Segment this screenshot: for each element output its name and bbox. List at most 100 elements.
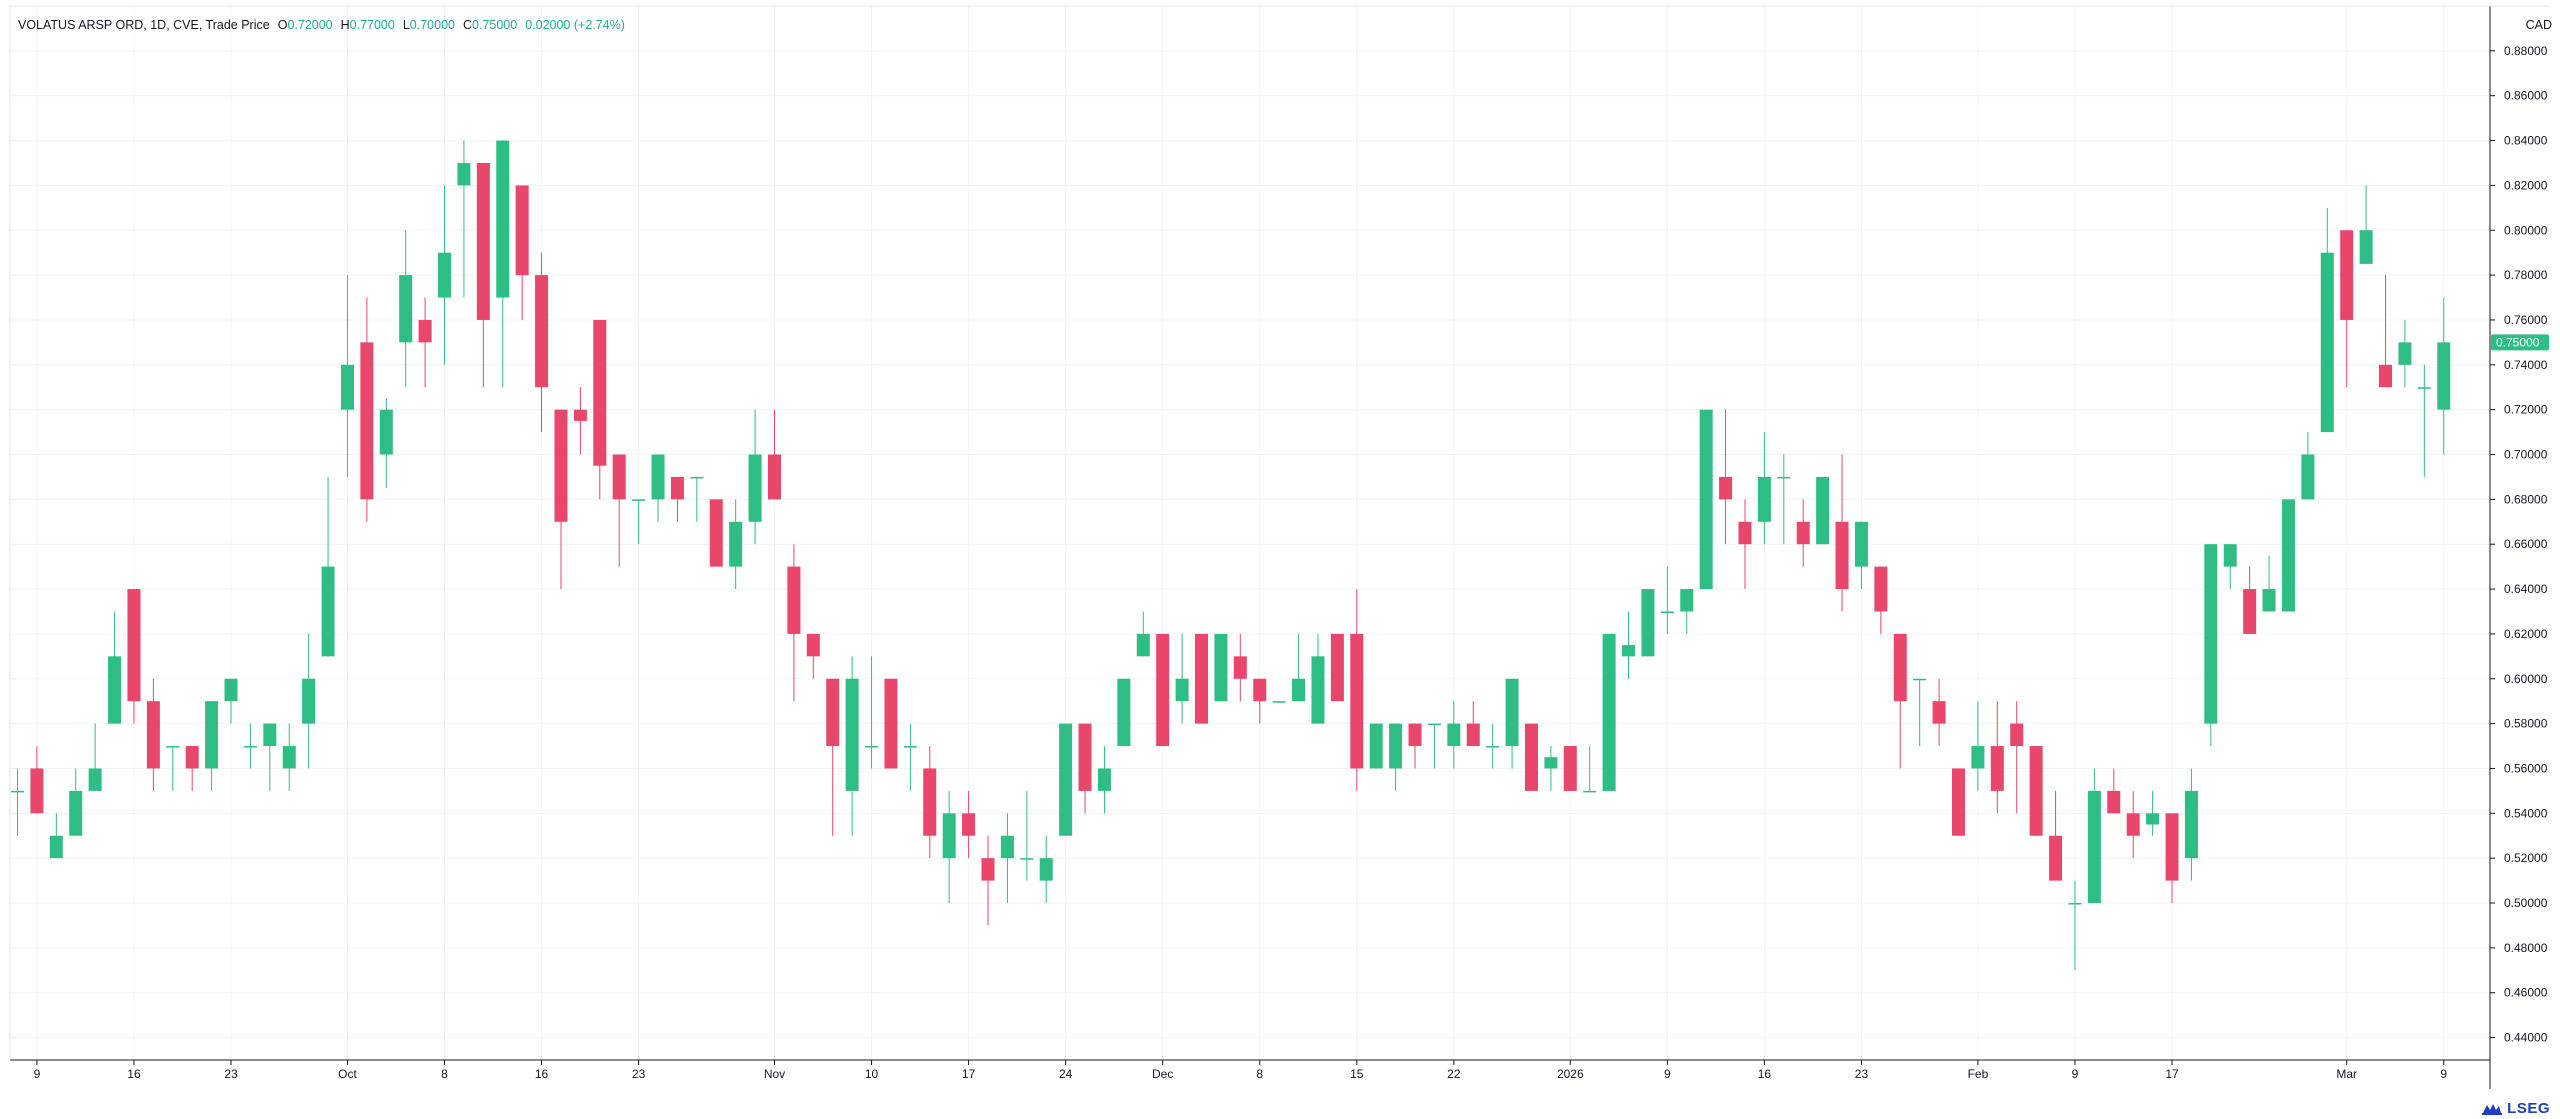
low-key: L bbox=[402, 18, 410, 32]
y-tick-label: 0.60000 bbox=[2504, 672, 2548, 686]
candle-body bbox=[573, 409, 587, 421]
candle-up bbox=[1505, 678, 1519, 769]
y-tick-label: 0.68000 bbox=[2504, 492, 2548, 506]
candle-down bbox=[146, 678, 160, 791]
y-tick-label: 0.44000 bbox=[2504, 1031, 2548, 1045]
candle-up bbox=[108, 611, 122, 724]
x-tick-label: 23 bbox=[224, 1067, 238, 1081]
candle-down bbox=[1932, 678, 1946, 747]
candle-body bbox=[205, 701, 219, 769]
candle-up bbox=[1059, 723, 1073, 836]
candle-body bbox=[1854, 521, 1868, 567]
candle-body bbox=[1719, 476, 1733, 500]
candle-body bbox=[2146, 813, 2160, 825]
candle-down bbox=[30, 746, 44, 814]
candle-body bbox=[865, 746, 879, 748]
candle-down bbox=[185, 746, 199, 791]
candle-body bbox=[2243, 589, 2257, 634]
candle-down bbox=[554, 409, 568, 590]
candle-body bbox=[1796, 521, 1810, 545]
candle-up bbox=[1854, 521, 1868, 590]
candle-up bbox=[1272, 701, 1286, 703]
candle-body bbox=[1253, 678, 1267, 702]
candle-up bbox=[399, 230, 413, 388]
lseg-logo-icon bbox=[2482, 1103, 2503, 1115]
x-tick-label: 24 bbox=[1059, 1067, 1073, 1081]
currency-label: CAD bbox=[2525, 18, 2552, 32]
candle-body bbox=[340, 364, 354, 410]
candle-up bbox=[1175, 633, 1189, 724]
candle-body bbox=[2010, 723, 2024, 747]
candle-body bbox=[709, 499, 723, 567]
candle-body bbox=[1466, 723, 1480, 747]
candle-body bbox=[690, 476, 704, 479]
candle-up bbox=[321, 476, 335, 657]
candle-body bbox=[748, 454, 762, 522]
x-tick-label: Feb bbox=[1968, 1067, 1989, 1081]
candle-body bbox=[2359, 230, 2373, 264]
candle-up bbox=[690, 476, 704, 522]
candle-body bbox=[1350, 633, 1364, 769]
candle-body bbox=[185, 746, 199, 769]
x-tick-label: 10 bbox=[865, 1067, 879, 1081]
candle-body bbox=[2223, 544, 2237, 567]
y-tick-label: 0.74000 bbox=[2504, 358, 2548, 372]
x-tick-label: Oct bbox=[338, 1067, 357, 1081]
candle-body bbox=[360, 342, 374, 500]
candle-up bbox=[1486, 723, 1500, 769]
candle-body bbox=[30, 768, 44, 814]
candle-down bbox=[476, 162, 490, 388]
x-tick-label: 9 bbox=[2440, 1067, 2447, 1081]
candle-body bbox=[1583, 790, 1597, 793]
x-tick-label: 16 bbox=[1758, 1067, 1772, 1081]
candle-down bbox=[1408, 723, 1422, 769]
candle-body bbox=[457, 162, 471, 186]
candle-body bbox=[438, 252, 452, 298]
candle-body bbox=[69, 790, 83, 836]
symbol-title: VOLATUS ARSP ORD, 1D, CVE, Trade Price bbox=[18, 18, 270, 32]
candle-up bbox=[1680, 589, 1694, 634]
candle-up bbox=[49, 813, 63, 859]
candle-body bbox=[399, 275, 413, 343]
candle-up bbox=[166, 746, 180, 791]
candle-up bbox=[379, 398, 393, 489]
candle-body bbox=[651, 454, 665, 500]
x-tick-label: 17 bbox=[2165, 1067, 2179, 1081]
candle-up bbox=[2281, 499, 2295, 612]
candle-up bbox=[2262, 555, 2276, 612]
candle-body bbox=[923, 768, 937, 836]
candle-body bbox=[515, 185, 529, 276]
candle-body bbox=[1835, 521, 1849, 590]
candle-body bbox=[1874, 566, 1888, 612]
candle-down bbox=[2379, 275, 2393, 388]
candle-down bbox=[1952, 768, 1965, 836]
candle-body bbox=[1020, 858, 1034, 860]
candle-body bbox=[1156, 633, 1170, 747]
candle-body bbox=[1641, 589, 1655, 657]
last-price-badge bbox=[2491, 334, 2549, 351]
candle-body bbox=[884, 678, 898, 769]
candle-body bbox=[321, 566, 335, 657]
candle-body bbox=[1369, 723, 1383, 769]
candle-up bbox=[2184, 768, 2198, 881]
candles bbox=[11, 140, 2451, 971]
y-tick-label: 0.54000 bbox=[2504, 806, 2548, 820]
candle-down bbox=[1233, 633, 1247, 702]
x-tick-label: 15 bbox=[1350, 1067, 1364, 1081]
candle-body bbox=[1039, 858, 1053, 881]
candle-up bbox=[865, 656, 879, 769]
open-value: 0.72000 bbox=[287, 18, 333, 32]
candle-up bbox=[1097, 746, 1111, 814]
candle-up bbox=[282, 723, 296, 791]
candle-body bbox=[2379, 364, 2393, 388]
candle-up bbox=[942, 790, 956, 904]
candle-body bbox=[1563, 746, 1577, 791]
candle-down bbox=[127, 589, 141, 724]
candle-body bbox=[2165, 813, 2179, 881]
lseg-logo[interactable]: LSEG bbox=[2481, 1100, 2550, 1117]
candle-body bbox=[2437, 342, 2451, 410]
candle-up bbox=[302, 633, 316, 769]
y-tick-label: 0.84000 bbox=[2504, 134, 2548, 148]
symbol-legend: VOLATUS ARSP ORD, 1D, CVE, Trade Price O… bbox=[18, 18, 625, 32]
